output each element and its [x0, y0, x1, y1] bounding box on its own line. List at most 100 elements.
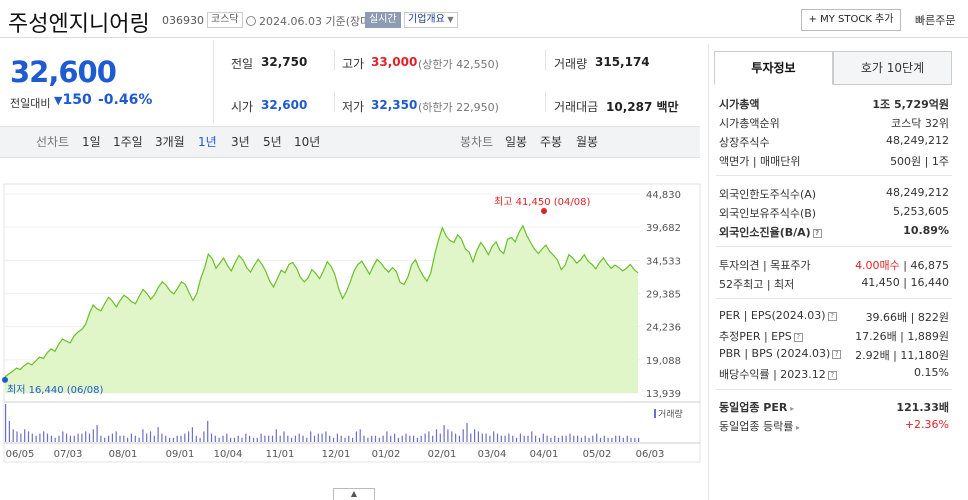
opinion-rating: 4.00매수: [855, 259, 900, 272]
volume-bar: [169, 437, 171, 442]
tab-3m[interactable]: 3개월: [155, 135, 185, 149]
help-icon[interactable]: ?: [812, 228, 822, 238]
volume-bar: [96, 425, 98, 442]
volume-bar: [451, 431, 453, 442]
sector-per-row: 동일업종 PER ▸ 121.33배: [719, 399, 949, 415]
line-chart-label: 선차트: [36, 135, 70, 149]
help-icon[interactable]: ?: [832, 349, 842, 359]
volume-bar: [363, 435, 365, 442]
range-row: 52주최고 | 최저 41,450 | 16,440: [719, 276, 949, 292]
volume-bar: [142, 429, 144, 442]
tab-1w[interactable]: 1주일: [113, 135, 143, 149]
divider: [545, 92, 546, 112]
volume-bar: [397, 437, 399, 442]
chart-frame: [3, 183, 701, 463]
price-chart: 44,830 39,682 34,533 29,385 24,236 19,088 13,9…: [2, 183, 701, 463]
volume-bar: [630, 437, 632, 442]
help-icon[interactable]: ?: [827, 311, 837, 321]
volume-bar: [504, 435, 506, 442]
volume-bar: [496, 433, 499, 442]
volume-bar: [127, 437, 129, 442]
volume-bar: [573, 435, 575, 442]
tab-monthly[interactable]: 월봉: [576, 135, 599, 149]
open-label: 시가: [231, 100, 254, 114]
est-per-row: 추정PER | EPS? 17.26배 | 1,889원: [719, 328, 949, 344]
volume-bar: [130, 433, 132, 442]
shares-value: 48,249,212: [886, 134, 949, 147]
sector-change-label[interactable]: 동일업종 등락률: [719, 420, 794, 433]
volume-bar: [66, 433, 68, 442]
range-label: 52주최고 | 최저: [719, 278, 795, 291]
change-percent: -0.46%: [98, 92, 153, 108]
y-tick-label: 29,385: [646, 290, 681, 301]
per-row: PER | EPS(2024.03)? 39.66배 | 822원: [719, 309, 949, 324]
dividend-label: 배당수익률 | 2023.12: [719, 368, 826, 381]
per-value: 39.66배 | 822원: [865, 311, 949, 324]
y-axis-labels: 44,830 39,682 34,533 29,385 24,236 19,088 13,9…: [646, 190, 681, 400]
volume-bar: [512, 435, 514, 442]
volume-bar: [557, 437, 560, 442]
tab-investment-info[interactable]: 투자정보: [714, 51, 833, 85]
volume-bar: [108, 435, 110, 442]
change-amount: ▼150: [54, 92, 92, 108]
help-icon[interactable]: ?: [793, 332, 803, 342]
volume-bar: [119, 435, 121, 442]
volume-bar: [77, 433, 79, 442]
volume-value: 315,174: [595, 55, 650, 69]
volume-bar: [184, 433, 186, 442]
tab-order-book[interactable]: 호가 10단계: [833, 51, 952, 85]
tab-1d[interactable]: 1일: [82, 135, 101, 149]
volume-bar: [565, 435, 567, 442]
volume-bar: [561, 435, 563, 442]
volume-bar: [588, 437, 590, 442]
volume-bar: [153, 435, 155, 442]
volume-bar: [241, 437, 243, 442]
sector-change-row: 동일업종 등락률 ▸ +2.36%: [719, 418, 949, 434]
high-value: 33,000: [371, 55, 418, 69]
volume-bar: [104, 437, 106, 442]
volume-bar: [352, 437, 354, 442]
down-arrow-icon: ▼: [54, 94, 63, 107]
divider: [716, 298, 952, 299]
tab-1y[interactable]: 1년: [198, 135, 217, 149]
volume-bar: [123, 435, 125, 442]
volume-bar: [138, 437, 140, 442]
company-overview-dropdown[interactable]: 기업개요 ▼: [404, 12, 458, 28]
help-icon[interactable]: ?: [827, 370, 837, 380]
tab-10y[interactable]: 10년: [294, 135, 321, 149]
add-my-stock-button[interactable]: + MY STOCK 추가: [801, 9, 901, 31]
volume-bar: [413, 435, 415, 442]
rank-value: 코스닥 32위: [891, 117, 949, 130]
volume-bar: [8, 420, 10, 442]
volume-bar: [447, 429, 449, 442]
quick-order-button[interactable]: 빠른주문: [915, 14, 956, 27]
realtime-button[interactable]: 실시간: [365, 12, 401, 28]
price-summary: [0, 40, 214, 123]
date-label: 2024.06.03 기준(장마감): [246, 13, 385, 29]
tab-daily[interactable]: 일봉: [505, 135, 528, 149]
volume-bar: [516, 437, 518, 442]
volume-bar: [176, 435, 178, 442]
volume-bar: [622, 437, 624, 442]
volume-bar: [188, 431, 190, 442]
volume-bar: [390, 435, 392, 442]
volume-bar: [313, 435, 316, 442]
prev-label: 전일: [231, 57, 254, 71]
tab-weekly[interactable]: 주봉: [540, 135, 563, 149]
sector-per-label[interactable]: 동일업종 PER: [719, 401, 788, 414]
volume-bar: [592, 435, 594, 442]
foreign-limit-row: 외국인한도주식수(A) 48,249,212: [719, 186, 949, 202]
tab-3y[interactable]: 3년: [231, 135, 250, 149]
low-marker: [2, 376, 8, 383]
volume-bar: [24, 429, 26, 442]
volume-bar: [455, 433, 457, 442]
y-tick-label: 39,682: [646, 223, 681, 234]
collapse-chart-button[interactable]: ▲: [333, 488, 375, 500]
par-row: 액면가 | 매매단위 500원 | 1주: [719, 153, 949, 169]
chevron-up-icon: ▲: [350, 489, 358, 498]
volume-bar: [340, 435, 342, 442]
volume-bar: [332, 437, 335, 442]
tab-5y[interactable]: 5년: [263, 135, 282, 149]
foreign-hold-value: 5,253,605: [893, 205, 949, 218]
volume-bar: [46, 433, 49, 442]
